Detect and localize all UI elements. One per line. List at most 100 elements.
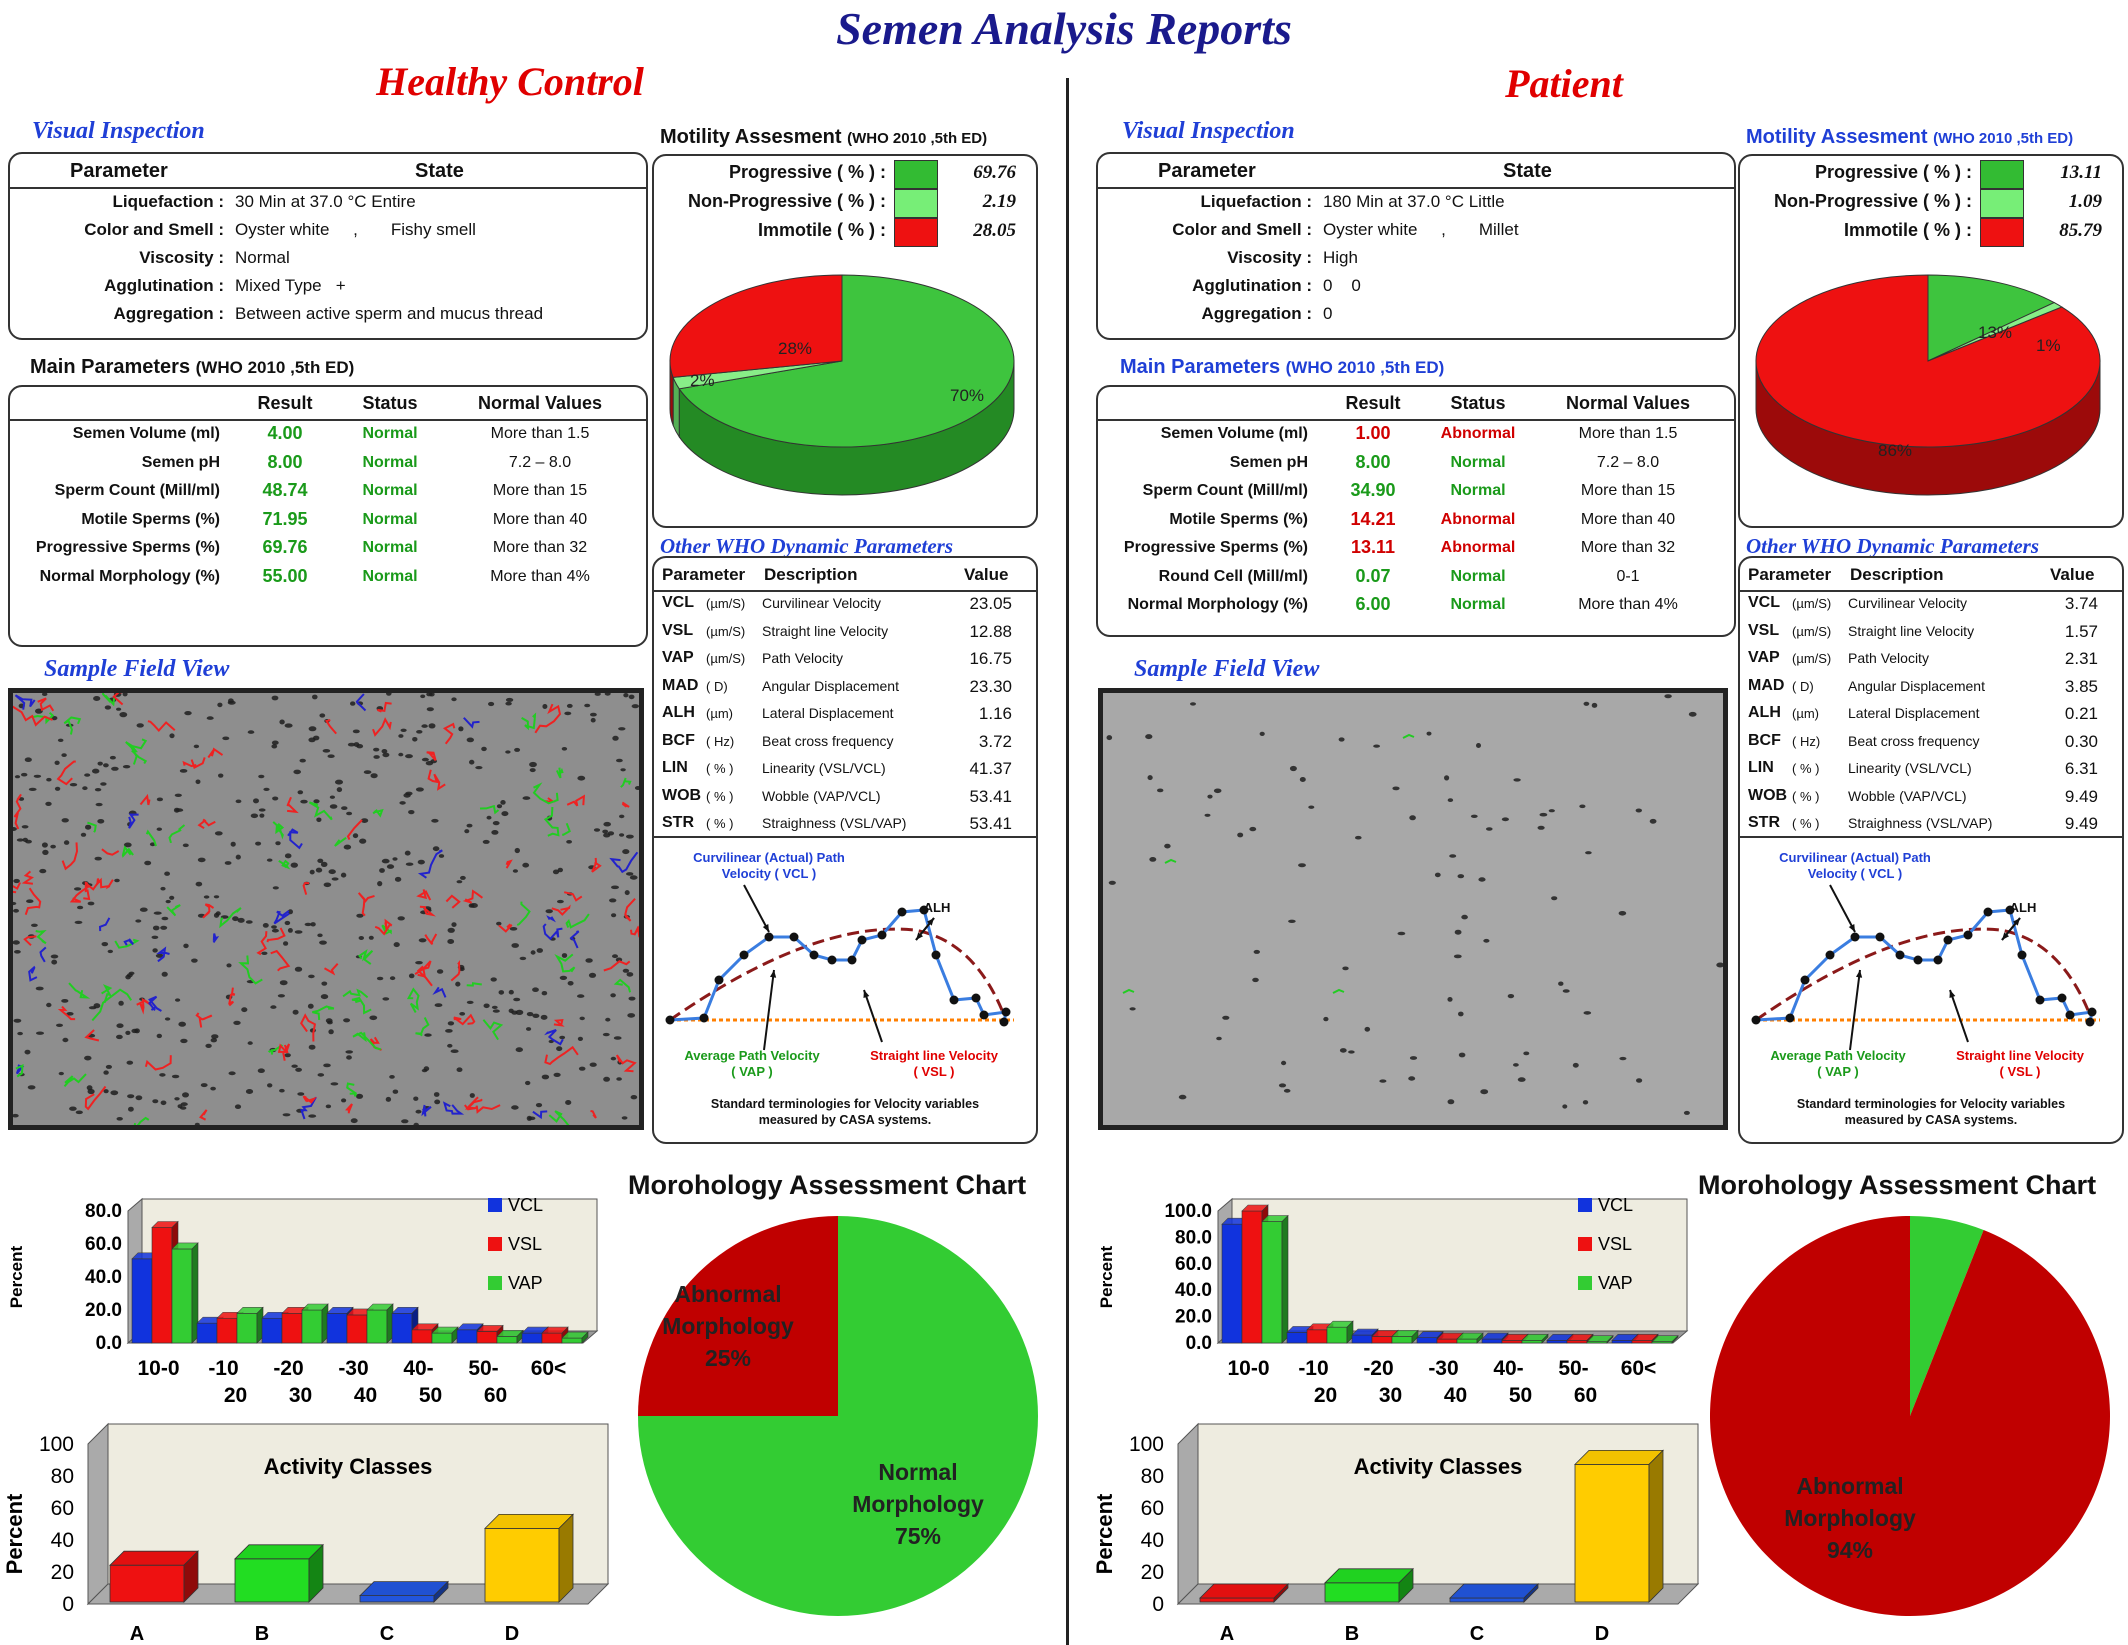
main-parameters-suffix: (WHO 2010 ,5th ED) <box>195 358 355 377</box>
dyn-row-code: STR <box>1748 814 1780 831</box>
bar-vap <box>1326 1320 1354 1344</box>
mp-row-result: 48.74 <box>262 480 308 500</box>
activity-bar-b <box>234 1543 324 1603</box>
dyn-diagram-rule <box>654 836 1036 838</box>
bar-chart-xtick: -30 <box>338 1357 368 1380</box>
bar-vap <box>236 1306 264 1344</box>
mp-row-label: Sperm Count (Mill/ml) <box>1142 482 1308 499</box>
mp-row-result: 69.76 <box>262 537 308 557</box>
activity-xtick: D <box>1595 1623 1609 1642</box>
bar-chart-legend-item: VCL <box>508 1195 543 1215</box>
dyn-row-code: ALH <box>662 704 695 721</box>
dyn-row-unit: ( % ) <box>1792 761 1820 776</box>
activity-xtick: B <box>1345 1623 1359 1642</box>
vi-row-value: 180 Min at 37.0 °C Little <box>1323 192 1505 211</box>
diagram-caption-2: measured by CASA systems. <box>1845 1113 2018 1127</box>
activity-ylabel: Percent <box>1092 1493 1117 1574</box>
bar-vap <box>561 1331 589 1344</box>
bar-chart-xtick: -10 <box>1298 1357 1328 1380</box>
dyn-row-desc: Linearity (VSL/VCL) <box>762 760 886 776</box>
mp-row-normal: 7.2 – 8.0 <box>1596 453 1660 471</box>
dyn-row-value: 9.49 <box>2064 814 2098 833</box>
motility-color-swatch <box>1980 160 2024 189</box>
mp-row-label: Normal Morphology (%) <box>39 567 220 585</box>
vi-row-label: Aggregation : <box>1201 304 1313 323</box>
bar-chart-legend-item: VSL <box>508 1234 542 1254</box>
dyn-row-unit: ( % ) <box>706 761 734 776</box>
dynamic-params-box: Parameter Description Value VCL (µm/S) Curvil… <box>652 556 1038 1144</box>
dyn-row-code: VAP <box>662 649 694 666</box>
diagram-caption: Standard terminologies for Velocity vari… <box>1797 1097 2065 1111</box>
mp-row-result: 13.11 <box>1350 537 1396 557</box>
vcl-label-2: Velocity ( VCL ) <box>1808 866 1902 881</box>
dyn-row-desc: Beat cross frequency <box>762 732 894 749</box>
dyn-row-value: 9.49 <box>2064 786 2098 806</box>
vcl-label-2: Velocity ( VCL ) <box>722 866 816 881</box>
mp-row-normal: More than 40 <box>1580 510 1676 528</box>
dyn-header: Value <box>2050 565 2095 584</box>
velocity-distribution-bar-chart: 0.0 20.0 40.0 60.0 80.0 Percent 10-0 -10 20 -20 30… <box>7 1195 599 1407</box>
dyn-row-value: 0.21 <box>2064 704 2098 723</box>
bar-vap <box>366 1303 394 1344</box>
vap-label: Average Path Velocity <box>684 1048 820 1063</box>
motility-box: Progressive ( % ) : 13.11 Non-Progressive … <box>1738 154 2124 528</box>
mp-row-normal: More than 4% <box>1578 596 1678 613</box>
vi-header-state: State <box>1503 160 1552 182</box>
bar-chart-ytick: 80.0 <box>1175 1227 1212 1248</box>
vi-row-value: Oyster white , Millet <box>1323 220 1519 239</box>
bar-chart-legend-item: VSL <box>1598 1234 1632 1254</box>
bar-chart-xtick: 60 <box>484 1384 507 1407</box>
bar-chart-ytick: 40.0 <box>85 1267 122 1288</box>
activity-ytick: 40 <box>51 1529 74 1552</box>
mp-header: Status <box>362 393 418 413</box>
dyn-row-value: 1.16 <box>978 704 1012 723</box>
activity-ytick: 0 <box>62 1593 74 1616</box>
main-parameters-heading: Main Parameters (WHO 2010 ,5th ED) <box>30 356 354 379</box>
dyn-row-code: BCF <box>662 731 695 749</box>
dyn-row-value: 23.05 <box>969 594 1012 613</box>
mp-header: Normal Values <box>477 393 603 413</box>
dyn-row-code: STR <box>662 814 694 831</box>
bar-vap <box>1651 1334 1679 1344</box>
velocity-distribution-bar-chart: 0.0 20.0 40.0 60.0 80.0 100.0 Percent 10-0 -10 20… <box>1097 1195 1689 1407</box>
bar-chart-xtick: 20 <box>1314 1384 1337 1407</box>
mp-row-result: 6.00 <box>1355 594 1391 614</box>
dyn-row-code: ALH <box>1748 704 1781 721</box>
mp-row-status: Abnormal <box>1440 425 1516 442</box>
bar-vap <box>1391 1329 1419 1344</box>
dyn-row-unit: ( % ) <box>1792 816 1820 831</box>
dyn-row-value: 16.75 <box>969 649 1012 668</box>
dyn-row-desc: Angular Displacement <box>762 677 899 694</box>
motility-row-value: 2.19 <box>982 191 1016 212</box>
bar-chart-xtick: 30 <box>289 1384 312 1407</box>
main-parameters-title: Main Parameters <box>30 356 191 378</box>
dyn-row-value: 0.30 <box>2064 731 2098 751</box>
bar-chart-xtick: 60< <box>1621 1357 1657 1380</box>
mp-header: Result <box>257 393 313 413</box>
bar-chart-ytick: 60.0 <box>85 1234 122 1255</box>
dyn-row-unit: ( D) <box>1792 678 1814 694</box>
motility-title: Motility Assesment <box>1746 126 1928 148</box>
dyn-diagram-rule <box>1740 836 2122 838</box>
vi-row-value: High <box>1323 248 1358 267</box>
morphology-pie-slice <box>638 1216 838 1416</box>
bar-vap <box>301 1303 329 1344</box>
dyn-row-code: VCL <box>1748 594 1780 611</box>
activity-xtick: B <box>255 1623 269 1642</box>
dyn-row-value: 53.41 <box>969 814 1012 833</box>
activity-ytick: 60 <box>51 1497 74 1520</box>
mp-row-normal: More than 1.5 <box>1578 425 1678 442</box>
motility-heading: Motility Assesment (WHO 2010 ,5th ED) <box>1746 126 2073 149</box>
vi-row-label: Aggregation : <box>113 304 225 323</box>
morph-label-normal: Normal <box>878 1459 957 1485</box>
vi-row-label: Viscosity : <box>1227 248 1312 267</box>
dyn-header: Description <box>764 565 858 584</box>
mp-row-status: Normal <box>1450 482 1506 499</box>
vi-row-value: Normal <box>235 248 290 267</box>
activity-ytick: 100 <box>39 1433 74 1456</box>
diagram-caption: Standard terminologies for Velocity vari… <box>711 1097 979 1111</box>
morph-label-abnormal-2: Morphology <box>662 1313 794 1339</box>
motility-pie-label: 1% <box>2036 336 2061 355</box>
vap-label-2: ( VAP ) <box>1817 1064 1858 1079</box>
motility-pie-label: 70% <box>950 386 984 405</box>
